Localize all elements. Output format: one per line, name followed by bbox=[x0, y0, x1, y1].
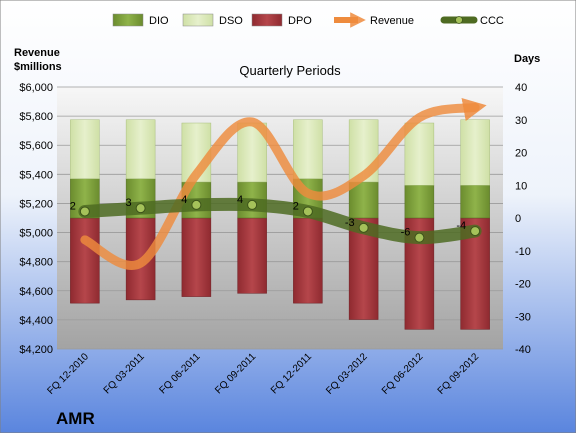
left-axis-label-line1: Revenue bbox=[14, 47, 60, 59]
right-tick-label: -10 bbox=[515, 246, 531, 258]
legend-label: DSO bbox=[219, 15, 243, 27]
left-tick-label: $4,200 bbox=[19, 344, 53, 356]
bar-dio bbox=[460, 185, 490, 219]
ccc-data-label: 2 bbox=[293, 200, 299, 212]
left-tick-label: $4,600 bbox=[19, 286, 53, 298]
left-tick-label: $5,800 bbox=[19, 111, 53, 123]
bar-dio bbox=[348, 181, 379, 219]
chart-title: Quarterly Periods bbox=[239, 63, 341, 78]
bar-dpo bbox=[70, 217, 100, 304]
ccc-data-label: -4 bbox=[456, 220, 466, 232]
legend-swatch bbox=[182, 13, 214, 27]
ccc-data-label: 2 bbox=[70, 200, 76, 212]
ccc-point bbox=[302, 206, 313, 217]
series-lines bbox=[78, 97, 487, 270]
company-label: AMR bbox=[56, 409, 95, 428]
legend: DIO DSO DPO Revenue CCC bbox=[112, 12, 504, 28]
left-tick-label: $5,000 bbox=[19, 228, 53, 240]
bar-dso bbox=[125, 119, 156, 179]
ccc-point bbox=[135, 203, 146, 214]
left-tick-label: $4,800 bbox=[19, 257, 53, 269]
ccc-data-label: 4 bbox=[237, 194, 243, 206]
bar-dpo bbox=[237, 217, 267, 294]
right-axis-label: Days bbox=[514, 53, 540, 65]
ccc-point bbox=[358, 222, 369, 233]
ccc-data-label: 3 bbox=[126, 197, 132, 209]
bar-dpo bbox=[181, 217, 212, 297]
right-tick-label: 20 bbox=[515, 148, 527, 160]
right-tick-label: 30 bbox=[515, 115, 527, 127]
revenue-line bbox=[80, 97, 487, 270]
right-tick-label: -30 bbox=[515, 311, 531, 323]
ccc-data-label: -6 bbox=[401, 227, 411, 239]
left-tick-label: $6,000 bbox=[19, 82, 53, 94]
ccc-point bbox=[79, 206, 90, 217]
right-tick-label: -20 bbox=[515, 279, 531, 291]
ccc-point bbox=[191, 199, 202, 210]
left-axis-label-line2: $millions bbox=[14, 61, 62, 73]
ccc-point bbox=[247, 199, 258, 210]
bar-dso bbox=[460, 119, 490, 186]
bar-dso bbox=[293, 119, 323, 179]
left-tick-label: $4,400 bbox=[19, 315, 53, 327]
right-tick-label: 40 bbox=[515, 82, 527, 94]
plot-area bbox=[57, 87, 503, 349]
ccc-data-label: -3 bbox=[345, 217, 355, 229]
left-tick-label: $5,200 bbox=[19, 198, 53, 210]
bar-dso bbox=[404, 122, 435, 186]
legend-swatch bbox=[112, 13, 144, 27]
legend-label: CCC bbox=[480, 15, 504, 27]
right-tick-label: 10 bbox=[515, 180, 527, 192]
bar-dso bbox=[70, 119, 100, 179]
left-tick-label: $5,400 bbox=[19, 169, 53, 181]
legend-label: DIO bbox=[149, 15, 169, 27]
bar-dpo bbox=[293, 217, 323, 304]
legend-label: Revenue bbox=[370, 15, 414, 27]
right-tick-label: 0 bbox=[515, 213, 521, 225]
ccc-data-label: 4 bbox=[181, 194, 187, 206]
legend-label: DPO bbox=[288, 15, 312, 27]
data-labels: 2 3 4 4 2 -3 -6 -4 bbox=[70, 194, 466, 239]
ccc-point bbox=[470, 226, 481, 237]
ccc-point bbox=[414, 232, 425, 243]
left-tick-label: $5,600 bbox=[19, 140, 53, 152]
right-tick-label: -40 bbox=[515, 344, 531, 356]
legend-marker bbox=[455, 16, 463, 24]
bar-dio bbox=[404, 185, 435, 219]
legend-swatch bbox=[251, 13, 283, 27]
